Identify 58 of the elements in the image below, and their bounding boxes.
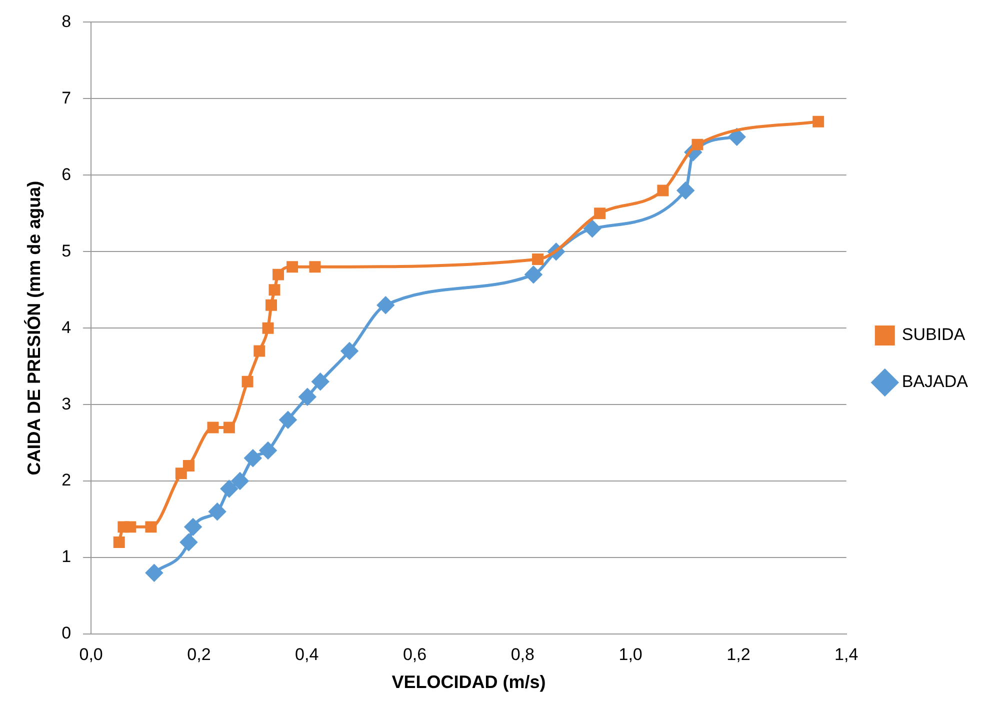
point [207,422,219,434]
point [279,411,296,428]
y-tick-label: 5 [62,241,72,260]
point [266,299,277,311]
point [524,266,542,284]
point [377,296,394,314]
y-axis-title: CAIDA DE PRESIÓN (mm de agua) [24,180,44,476]
x-tick-label: 0,0 [79,644,103,664]
point [584,220,601,238]
point [146,564,163,582]
x-tick-label: 0,2 [187,644,211,664]
y-tick-label: 0 [62,624,72,643]
point [532,254,544,266]
x-tick-label: 0,8 [510,644,534,664]
y-tick-label: 2 [62,470,72,490]
point [244,450,262,467]
point [175,468,187,480]
y-tick-label: 3 [62,394,72,414]
point [260,442,277,459]
point [657,184,669,196]
point [180,534,198,551]
y-tick-label: 4 [62,318,72,337]
point [113,536,125,548]
point [340,342,358,360]
y-tick-label: 1 [62,547,72,566]
point [268,284,280,296]
point [223,422,235,434]
point [692,138,704,150]
point [312,373,329,390]
point [262,322,274,334]
point [728,128,746,146]
point [677,182,694,199]
legend-label: BAJADA [902,372,969,392]
point [254,345,266,357]
point [286,261,298,273]
point [145,521,157,533]
y-tick-label: 6 [62,164,72,184]
point [272,268,284,280]
point [309,261,321,273]
point [242,376,254,388]
x-tick-label: 1,0 [618,644,642,664]
point [231,472,248,490]
point [208,503,226,520]
x-axis-title: VELOCIDAD (m/s) [392,672,546,692]
point [184,518,202,536]
x-tick-label: 1,4 [834,644,858,664]
x-tick-label: 1,2 [726,644,750,664]
y-tick-label: 7 [62,88,72,108]
x-tick-label: 0,4 [295,644,319,664]
point [220,480,238,498]
point [124,521,136,533]
legend-label: SUBIDA [902,325,966,344]
point [182,460,194,472]
point [298,388,316,406]
y-tick-label: 8 [62,12,72,31]
point [594,208,606,220]
point [812,116,824,128]
x-tick-label: 0,6 [402,644,427,664]
